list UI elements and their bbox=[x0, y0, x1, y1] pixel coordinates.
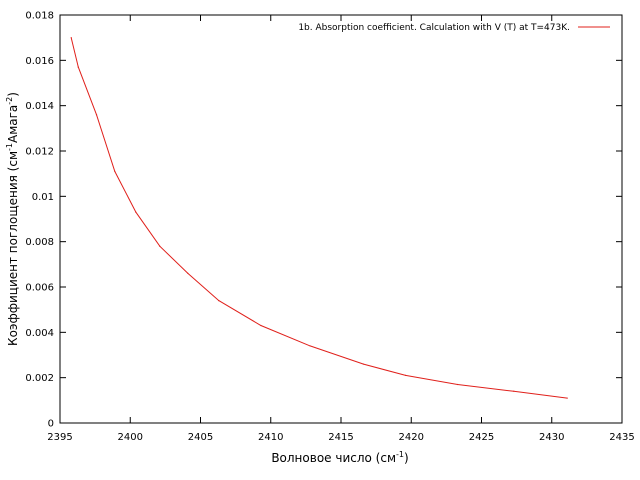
x-tick-label: 2400 bbox=[118, 432, 143, 443]
plot-frame bbox=[59, 14, 623, 424]
data-point bbox=[159, 245, 161, 247]
y-tick-label: 0.016 bbox=[25, 56, 54, 67]
data-point bbox=[566, 397, 568, 399]
x-tick-label: 2435 bbox=[609, 432, 634, 443]
data-point bbox=[77, 66, 79, 68]
data-point bbox=[457, 383, 459, 386]
y-tick-label: 0.018 bbox=[25, 11, 54, 22]
x-axis-ticks: 2395 2400 2405 2410 2415 2420 2425 2430 2435 bbox=[47, 15, 635, 443]
x-tick-label: 2405 bbox=[188, 432, 213, 443]
data-point bbox=[260, 324, 262, 327]
legend: 1b. Absorption coefficient. Calculation … bbox=[298, 23, 610, 33]
data-point bbox=[187, 272, 189, 274]
y-tick-label: 0.006 bbox=[25, 283, 54, 294]
y-tick-label: 0.012 bbox=[25, 147, 54, 158]
data-point bbox=[405, 374, 407, 376]
legend-label: 1b. Absorption coefficient. Calculation … bbox=[298, 23, 570, 33]
x-tick-label: 2430 bbox=[539, 432, 564, 443]
series-layer bbox=[70, 37, 568, 399]
y-axis-label: Коэффициент поглощения (см-1Амага-2) bbox=[5, 92, 20, 346]
data-point bbox=[70, 37, 72, 39]
y-axis-ticks: 0 0.002 0.004 0.006 0.008 0.01 0.012 0.014 0.016… bbox=[25, 11, 622, 430]
data-point bbox=[135, 211, 137, 213]
x-tick-label: 2425 bbox=[469, 432, 494, 443]
y-tick-label: 0.008 bbox=[25, 237, 54, 248]
y-tick-label: 0 bbox=[48, 419, 54, 430]
x-tick-label: 2415 bbox=[328, 432, 353, 443]
data-point bbox=[114, 170, 116, 172]
data-point bbox=[95, 114, 98, 116]
x-tick-label: 2395 bbox=[47, 432, 72, 443]
data-point bbox=[218, 300, 220, 302]
y-tick-label: 0.004 bbox=[25, 328, 54, 339]
x-tick-label: 2420 bbox=[399, 432, 424, 443]
y-tick-label: 0.002 bbox=[25, 373, 54, 384]
data-point bbox=[513, 390, 515, 392]
x-tick-label: 2410 bbox=[258, 432, 283, 443]
series-line bbox=[70, 37, 568, 399]
data-point bbox=[309, 345, 311, 347]
y-tick-label: 0.014 bbox=[25, 101, 54, 112]
x-axis-label: Волновое число (см-1) bbox=[271, 450, 408, 465]
y-tick-label: 0.01 bbox=[32, 192, 54, 203]
data-point bbox=[362, 363, 365, 365]
